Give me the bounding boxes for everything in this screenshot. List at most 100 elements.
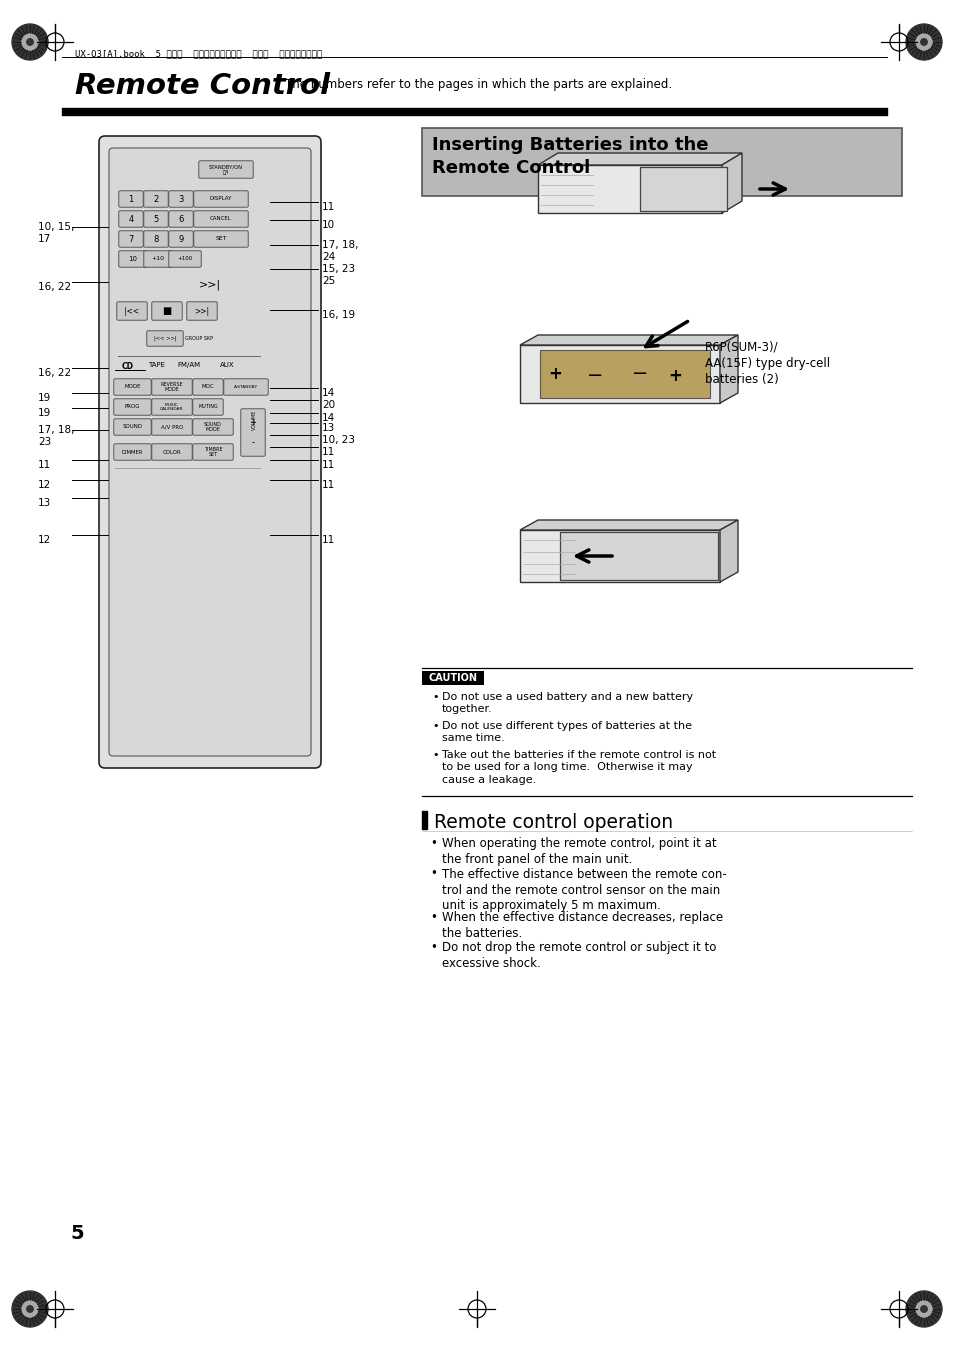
Text: 8: 8	[153, 235, 158, 243]
Polygon shape	[519, 345, 720, 403]
Text: Do not drop the remote control or subject it to
excessive shock.: Do not drop the remote control or subjec…	[441, 942, 716, 970]
Text: DIMMER: DIMMER	[122, 450, 143, 454]
Text: MUSIC
CALENDAR: MUSIC CALENDAR	[160, 403, 184, 411]
Text: 10, 15,
17: 10, 15, 17	[38, 222, 74, 243]
FancyBboxPatch shape	[119, 211, 143, 227]
Text: 7: 7	[128, 235, 133, 243]
FancyBboxPatch shape	[224, 378, 268, 396]
Text: 5: 5	[70, 1224, 84, 1243]
FancyBboxPatch shape	[113, 399, 151, 415]
Text: GROUP SKP: GROUP SKP	[185, 336, 213, 340]
Text: STANDBY/ON
⌛/I: STANDBY/ON ⌛/I	[209, 165, 243, 174]
Text: 12: 12	[38, 535, 51, 544]
Text: 16, 19: 16, 19	[322, 309, 355, 320]
Text: When operating the remote control, point it at
the front panel of the main unit.: When operating the remote control, point…	[441, 838, 716, 866]
Text: Take out the batteries if the remote control is not
to be used for a long time. : Take out the batteries if the remote con…	[441, 750, 716, 785]
FancyBboxPatch shape	[113, 419, 151, 435]
Polygon shape	[539, 350, 709, 399]
FancyBboxPatch shape	[147, 331, 183, 346]
Polygon shape	[559, 532, 718, 580]
Text: REVERSE
MODE: REVERSE MODE	[160, 382, 183, 392]
FancyBboxPatch shape	[169, 190, 193, 207]
FancyBboxPatch shape	[152, 378, 192, 396]
Text: •: •	[432, 750, 438, 761]
FancyBboxPatch shape	[144, 190, 168, 207]
Text: •: •	[430, 838, 436, 851]
Text: A/V PRO: A/V PRO	[161, 424, 183, 430]
FancyBboxPatch shape	[421, 128, 901, 196]
Text: •: •	[430, 911, 436, 924]
Text: AUX: AUX	[220, 362, 234, 367]
FancyBboxPatch shape	[144, 231, 168, 247]
Polygon shape	[537, 165, 721, 213]
Text: UX-Q3[A].book  5 ページ  ２００４年９月８日  水曜日  午前１１時１５分: UX-Q3[A].book 5 ページ ２００４年９月８日 水曜日 午前１１時１…	[75, 49, 322, 58]
Polygon shape	[519, 335, 738, 345]
Text: 17, 18,
23: 17, 18, 23	[38, 426, 74, 447]
FancyBboxPatch shape	[152, 443, 192, 461]
Circle shape	[27, 39, 33, 45]
FancyBboxPatch shape	[193, 211, 248, 227]
Text: MOC: MOC	[201, 385, 214, 389]
Circle shape	[12, 1292, 48, 1327]
Text: |<<: |<<	[124, 307, 139, 316]
FancyBboxPatch shape	[109, 149, 311, 757]
FancyBboxPatch shape	[193, 399, 223, 415]
Text: 11: 11	[322, 459, 335, 470]
Text: 17, 18,
24: 17, 18, 24	[322, 240, 358, 262]
Text: 14: 14	[322, 413, 335, 423]
FancyBboxPatch shape	[113, 378, 151, 396]
FancyBboxPatch shape	[119, 190, 143, 207]
FancyBboxPatch shape	[152, 419, 192, 435]
Text: 5: 5	[153, 215, 158, 223]
Circle shape	[905, 1292, 941, 1327]
Text: 19: 19	[38, 408, 51, 417]
FancyBboxPatch shape	[193, 378, 223, 396]
Text: PROG: PROG	[125, 404, 140, 409]
Text: 1: 1	[129, 195, 133, 204]
Text: SET: SET	[215, 236, 227, 242]
Text: The numbers refer to the pages in which the parts are explained.: The numbers refer to the pages in which …	[285, 78, 672, 91]
Circle shape	[920, 39, 926, 45]
Circle shape	[22, 34, 38, 50]
Text: 11: 11	[322, 203, 335, 212]
Circle shape	[905, 24, 941, 59]
FancyBboxPatch shape	[152, 301, 182, 320]
Text: 16, 22: 16, 22	[38, 282, 71, 292]
Text: •: •	[430, 867, 436, 881]
FancyBboxPatch shape	[119, 251, 147, 267]
Text: DISPLAY: DISPLAY	[210, 196, 232, 201]
Text: VOLUME: VOLUME	[252, 409, 256, 431]
Text: 11: 11	[322, 447, 335, 457]
Text: +

-: + -	[250, 419, 256, 447]
Text: R6P(SUM-3)/
AA(15F) type dry-cell
batteries (2): R6P(SUM-3)/ AA(15F) type dry-cell batter…	[704, 340, 829, 386]
FancyBboxPatch shape	[193, 231, 248, 247]
Text: +: +	[667, 367, 681, 385]
Polygon shape	[639, 168, 726, 211]
Text: 19: 19	[38, 393, 51, 403]
Text: 2: 2	[153, 195, 158, 204]
Text: 11: 11	[322, 480, 335, 490]
Text: +10: +10	[152, 257, 164, 262]
Polygon shape	[721, 153, 741, 213]
Circle shape	[27, 1306, 33, 1312]
FancyBboxPatch shape	[152, 399, 192, 415]
FancyBboxPatch shape	[193, 443, 233, 461]
Text: 15, 23
25: 15, 23 25	[322, 263, 355, 285]
Text: 12: 12	[38, 480, 51, 490]
Text: |<< >>|: |<< >>|	[153, 336, 176, 342]
Text: The effective distance between the remote con-
trol and the remote control senso: The effective distance between the remot…	[441, 867, 726, 912]
Text: 4: 4	[129, 215, 133, 223]
FancyBboxPatch shape	[119, 231, 143, 247]
FancyBboxPatch shape	[193, 190, 248, 207]
Text: 14: 14	[322, 388, 335, 399]
Text: 11: 11	[322, 535, 335, 544]
FancyBboxPatch shape	[193, 419, 233, 435]
Circle shape	[920, 1306, 926, 1312]
Text: Do not use a used battery and a new battery
together.: Do not use a used battery and a new batt…	[441, 692, 693, 715]
Polygon shape	[537, 153, 741, 165]
Text: SOUND
MODE: SOUND MODE	[204, 422, 222, 432]
Text: +100: +100	[177, 257, 193, 262]
Text: 11: 11	[38, 459, 51, 470]
Text: 16, 22: 16, 22	[38, 367, 71, 378]
Text: 13: 13	[322, 423, 335, 434]
